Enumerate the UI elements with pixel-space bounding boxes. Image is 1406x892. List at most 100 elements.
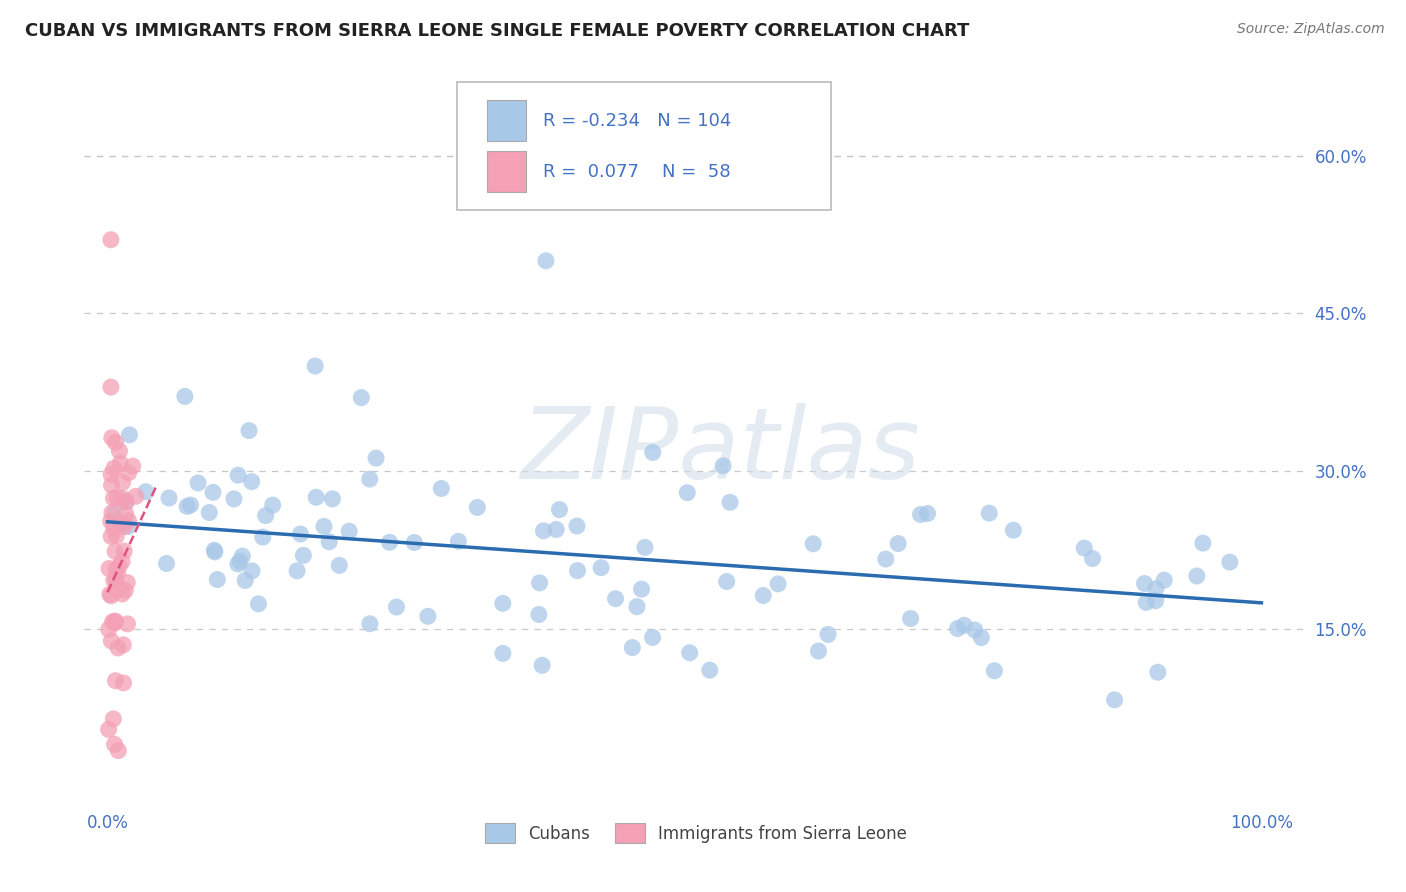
Point (226, 468, 249, 483)
Point (103, 712, 125, 726)
Point (321, 491, 343, 506)
Point (104, 506, 127, 520)
Point (229, 554, 252, 568)
Point (290, 527, 312, 541)
Point (201, 485, 224, 500)
Point (100, 514, 122, 528)
Point (676, 485, 699, 500)
Point (350, 391, 373, 405)
Point (112, 676, 135, 690)
Point (910, 508, 932, 522)
Point (100, 380, 122, 394)
Point (465, 500, 488, 515)
Point (711, 458, 734, 473)
Point (110, 456, 132, 470)
Point (157, 491, 180, 505)
Point (105, 579, 128, 593)
Bar (486, 101, 526, 141)
Point (567, 564, 589, 578)
Point (204, 545, 226, 559)
Point (104, 614, 127, 628)
Point (364, 451, 387, 466)
Point (641, 631, 664, 645)
Point (180, 498, 202, 512)
Point (252, 530, 274, 544)
FancyBboxPatch shape (457, 82, 831, 211)
Point (634, 541, 657, 555)
Point (716, 574, 738, 589)
Point (254, 508, 277, 523)
Point (953, 618, 976, 632)
Point (718, 495, 741, 509)
Point (630, 582, 652, 596)
Point (104, 544, 127, 558)
Point (107, 640, 129, 655)
Bar (486, 152, 526, 192)
Point (114, 583, 136, 598)
Point (447, 534, 470, 549)
Point (207, 573, 229, 587)
Point (699, 663, 721, 677)
Point (226, 557, 249, 571)
Point (591, 560, 613, 574)
Point (111, 587, 134, 601)
Point (97, 622, 120, 636)
Point (108, 558, 131, 573)
Point (104, 673, 127, 688)
Point (108, 444, 131, 458)
Point (887, 536, 910, 550)
Point (1153, 573, 1175, 587)
Point (359, 616, 381, 631)
Point (117, 616, 139, 631)
Point (98, 587, 121, 601)
Point (1146, 665, 1168, 680)
Point (110, 516, 132, 531)
Point (378, 535, 401, 549)
Point (98, 561, 121, 575)
Text: Source: ZipAtlas.com: Source: ZipAtlas.com (1237, 22, 1385, 37)
Point (641, 445, 664, 459)
Point (492, 596, 515, 610)
Point (104, 616, 127, 631)
Point (529, 575, 551, 590)
Point (983, 664, 1005, 678)
Point (101, 431, 124, 445)
Point (112, 544, 135, 558)
Point (103, 737, 125, 751)
Point (233, 574, 256, 588)
Point (262, 498, 284, 512)
Point (101, 615, 124, 629)
Point (104, 573, 127, 587)
Point (105, 582, 128, 597)
Point (107, 744, 129, 758)
Point (963, 623, 986, 637)
Point (305, 491, 328, 505)
Point (240, 564, 263, 578)
Point (546, 523, 568, 537)
Point (1144, 582, 1167, 596)
Point (103, 521, 125, 535)
Text: CUBAN VS IMMIGRANTS FROM SIERRA LEONE SINGLE FEMALE POVERTY CORRELATION CHART: CUBAN VS IMMIGRANTS FROM SIERRA LEONE SI… (25, 22, 970, 40)
Point (548, 502, 571, 516)
Point (112, 638, 135, 652)
Point (100, 589, 122, 603)
Point (222, 491, 245, 506)
Point (107, 566, 129, 580)
Point (534, 253, 557, 268)
Point (430, 482, 453, 496)
Point (875, 552, 897, 566)
Point (104, 435, 127, 450)
Point (1135, 595, 1157, 609)
Point (1073, 541, 1095, 555)
Point (115, 495, 138, 509)
Point (117, 519, 139, 533)
Point (240, 475, 263, 489)
Point (125, 489, 148, 503)
Point (385, 600, 408, 615)
Text: R =  0.077    N =  58: R = 0.077 N = 58 (543, 163, 731, 181)
Point (105, 529, 128, 543)
Point (527, 607, 550, 622)
Point (1219, 555, 1241, 569)
Point (285, 564, 308, 578)
Point (492, 647, 515, 661)
